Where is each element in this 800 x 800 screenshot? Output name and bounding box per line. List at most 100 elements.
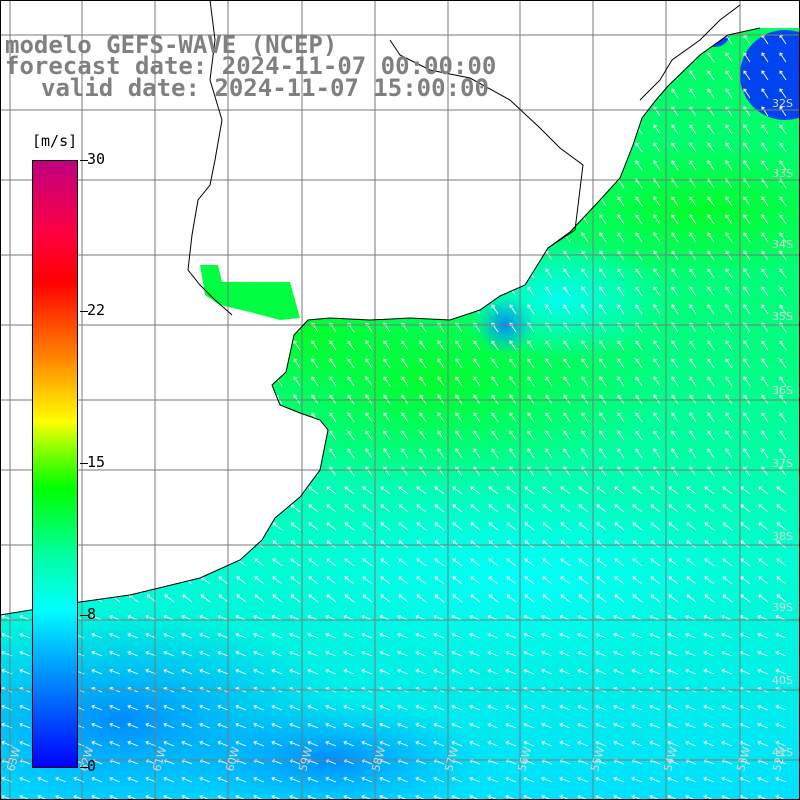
wind-arrow <box>257 106 265 117</box>
wind-arrow <box>473 196 481 207</box>
wind-arrow <box>419 106 427 117</box>
wind-arrow <box>743 232 751 243</box>
wind-arrow <box>650 558 661 567</box>
wind-arrow <box>23 232 31 243</box>
wind-arrow <box>419 34 427 45</box>
wind-arrow <box>685 650 697 657</box>
wind-arrow <box>401 358 409 369</box>
wind-arrow <box>527 142 535 153</box>
wind-arrow <box>437 232 445 243</box>
wind-arrow <box>761 340 769 351</box>
lon-label: 61W <box>150 745 169 773</box>
wind-arrow <box>564 17 570 26</box>
wind-arrow <box>743 70 751 81</box>
wind-arrow <box>433 704 445 711</box>
wind-arrow <box>653 196 661 207</box>
wind-arrow <box>685 740 697 747</box>
wind-arrow <box>131 106 139 117</box>
wind-arrow <box>617 286 625 297</box>
wind-arrow <box>380 522 391 531</box>
wind-arrow <box>455 268 463 279</box>
wind-arrow <box>329 268 337 279</box>
wind-arrow <box>203 358 211 369</box>
wind-arrow <box>776 486 787 495</box>
wind-arrow <box>578 522 589 531</box>
wind-arrow <box>23 304 31 315</box>
wind-arrow <box>95 286 103 297</box>
wind-arrow <box>131 232 139 243</box>
wind-arrow <box>113 160 121 171</box>
wind-arrow <box>775 704 787 711</box>
wind-arrow <box>258 17 264 26</box>
wind-arrow <box>631 722 643 729</box>
wind-arrow <box>347 142 355 153</box>
wind-arrow <box>740 594 751 603</box>
wind-arrow <box>145 650 157 657</box>
wind-arrow <box>685 704 697 711</box>
wind-arrow <box>722 522 733 531</box>
wind-arrow <box>200 558 211 567</box>
wind-arrow <box>419 412 427 423</box>
wind-arrow <box>361 722 373 729</box>
wind-arrow <box>236 594 247 603</box>
wind-arrow <box>581 412 589 423</box>
wind-arrow <box>293 142 301 153</box>
wind-arrow <box>488 594 499 603</box>
wind-arrow <box>617 52 625 63</box>
wind-arrow <box>595 740 607 747</box>
wind-arrow <box>758 576 769 585</box>
wind-arrow <box>217 650 229 657</box>
wind-arrow <box>221 232 229 243</box>
wind-arrow <box>671 430 679 441</box>
wind-arrow <box>707 52 715 63</box>
wind-arrow <box>527 412 535 423</box>
wind-arrow <box>307 776 319 783</box>
wind-arrow <box>761 52 769 63</box>
wind-arrow <box>293 466 301 477</box>
wind-arrow <box>181 650 193 657</box>
wind-arrow <box>383 466 391 477</box>
wind-arrow <box>199 632 211 639</box>
wind-arrow <box>779 466 787 477</box>
wind-arrow <box>545 214 553 225</box>
wind-arrow <box>506 576 517 585</box>
wind-arrow <box>649 668 661 675</box>
wind-arrow <box>415 740 427 747</box>
wind-arrow <box>293 430 301 441</box>
lat-label: 34S <box>772 238 793 251</box>
wind-arrow <box>19 614 31 621</box>
wind-arrow <box>527 160 535 171</box>
wind-arrow <box>527 430 535 441</box>
wind-arrow <box>5 340 13 351</box>
wind-arrow <box>347 448 355 459</box>
wind-arrow <box>653 268 661 279</box>
wind-arrow <box>347 214 355 225</box>
wind-arrow <box>253 704 265 711</box>
wind-arrow <box>397 668 409 675</box>
wind-arrow <box>92 576 103 585</box>
lon-label: 59W <box>296 745 315 773</box>
wind-arrow <box>757 704 769 711</box>
wind-arrow <box>383 124 391 135</box>
wind-arrow <box>217 740 229 747</box>
wind-arrow <box>199 704 211 711</box>
wind-arrow <box>505 668 517 675</box>
wind-arrow <box>379 668 391 675</box>
wind-arrow <box>743 358 751 369</box>
wind-arrow <box>343 614 355 621</box>
wind-arrow <box>779 52 787 63</box>
wind-arrow <box>401 376 409 387</box>
wind-arrow <box>185 304 193 315</box>
wind-arrow <box>563 376 571 387</box>
wind-arrow <box>685 668 697 675</box>
wind-arrow <box>365 376 373 387</box>
wind-arrow <box>631 668 643 675</box>
wind-arrow <box>109 632 121 639</box>
wind-arrow <box>221 196 229 207</box>
wind-arrow <box>222 17 228 26</box>
wind-arrow <box>437 34 445 45</box>
wind-arrow <box>668 594 679 603</box>
wind-arrow <box>614 594 625 603</box>
wind-arrow <box>455 142 463 153</box>
wind-arrow <box>361 704 373 711</box>
